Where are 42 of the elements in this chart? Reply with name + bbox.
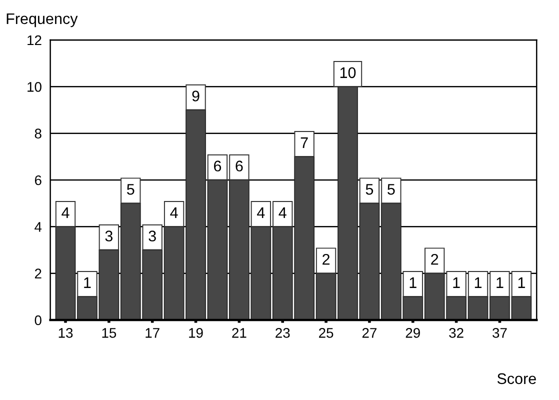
x-tick-label: 13: [58, 328, 73, 338]
x-tick-label: 32: [449, 328, 464, 338]
y-tick-label: 4: [34, 222, 42, 232]
y-tick-label: 6: [34, 175, 42, 186]
x-tick-label: 23: [276, 328, 290, 338]
data-label: 5: [366, 184, 374, 195]
data-label: 10: [340, 67, 356, 78]
data-label: 5: [388, 184, 395, 195]
y-tick-label: 12: [28, 35, 42, 46]
data-label: 1: [518, 277, 525, 288]
data-label: 1: [453, 277, 460, 288]
x-tick-label: 15: [102, 328, 116, 338]
y-tick-label: 0: [34, 315, 42, 326]
data-label: 1: [496, 277, 504, 288]
data-label: 7: [300, 137, 308, 148]
data-label: 5: [127, 184, 134, 195]
data-label: 2: [431, 254, 438, 265]
x-tick-label: 37: [492, 328, 507, 338]
data-label: 9: [192, 90, 200, 102]
data-label: 6: [236, 160, 243, 172]
data-label: 1: [84, 277, 91, 288]
x-tick-label: 25: [319, 328, 334, 338]
data-label: 2: [322, 254, 330, 265]
x-tick-label: 21: [232, 328, 246, 338]
data-label: 3: [148, 230, 156, 242]
y-tick-label: 8: [34, 128, 42, 139]
data-label: 4: [278, 207, 286, 218]
x-tick-label: 19: [189, 328, 203, 338]
data-label: 4: [170, 207, 178, 218]
y-tick-label: 2: [34, 268, 42, 278]
data-label: 4: [62, 207, 70, 218]
data-label: 4: [257, 207, 265, 218]
data-label: 3: [105, 230, 113, 242]
y-axis-title: Frequency: [6, 13, 78, 28]
data-label: 6: [214, 160, 222, 172]
data-label: 1: [474, 277, 482, 288]
x-tick-label: 17: [146, 328, 160, 338]
x-tick-label: 29: [406, 328, 420, 338]
x-tick-label: 27: [362, 328, 376, 338]
data-label: 1: [410, 277, 416, 288]
y-tick-label: 10: [28, 82, 42, 92]
x-axis-title: Score: [497, 373, 536, 384]
